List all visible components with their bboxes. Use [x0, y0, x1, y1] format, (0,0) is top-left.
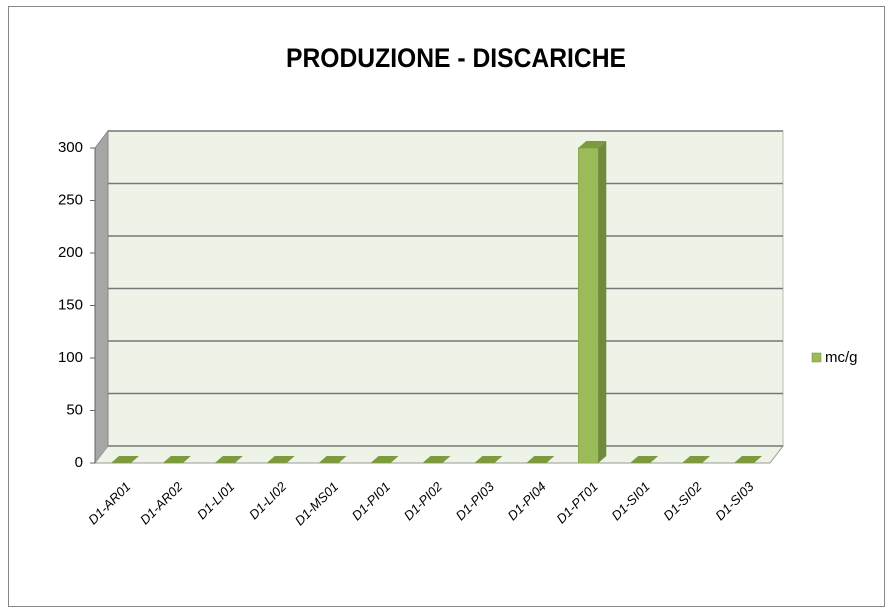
bar [422, 456, 451, 463]
bar [682, 456, 711, 463]
bar [162, 456, 191, 463]
bar-face [734, 456, 763, 463]
bar-face [578, 141, 607, 148]
legend-swatch [811, 352, 822, 363]
bar-face [370, 456, 399, 463]
y-tick-label: 300 [58, 139, 83, 156]
bar [578, 141, 607, 464]
bar [110, 456, 139, 463]
y-tick-label: 50 [66, 401, 83, 418]
y-tick-label: 100 [58, 349, 83, 366]
bar [318, 456, 347, 463]
side-wall [94, 129, 109, 465]
bar-face [598, 141, 607, 463]
bar-face [422, 456, 451, 463]
bar [474, 456, 503, 463]
bar-face [526, 456, 555, 463]
y-tick-label: 250 [58, 191, 83, 208]
legend-label: mc/g [825, 349, 858, 366]
chart-title: PRODUZIONE - DISCARICHE [286, 43, 626, 73]
bar [370, 456, 399, 463]
y-tick-label: 0 [75, 454, 83, 471]
bar-face [474, 456, 503, 463]
y-tick-label: 150 [58, 296, 83, 313]
bar [630, 456, 659, 463]
bar-face [630, 456, 659, 463]
bar-face [682, 456, 711, 463]
bar [214, 456, 243, 463]
bar-face [162, 456, 191, 463]
bar-face [578, 147, 599, 464]
y-tick-label: 200 [58, 244, 83, 261]
bar [266, 456, 295, 463]
bar [526, 456, 555, 463]
bar-face [214, 456, 243, 463]
bar-face [110, 456, 139, 463]
bar [734, 456, 763, 463]
bar-face [318, 456, 347, 463]
bar-face [266, 456, 295, 463]
